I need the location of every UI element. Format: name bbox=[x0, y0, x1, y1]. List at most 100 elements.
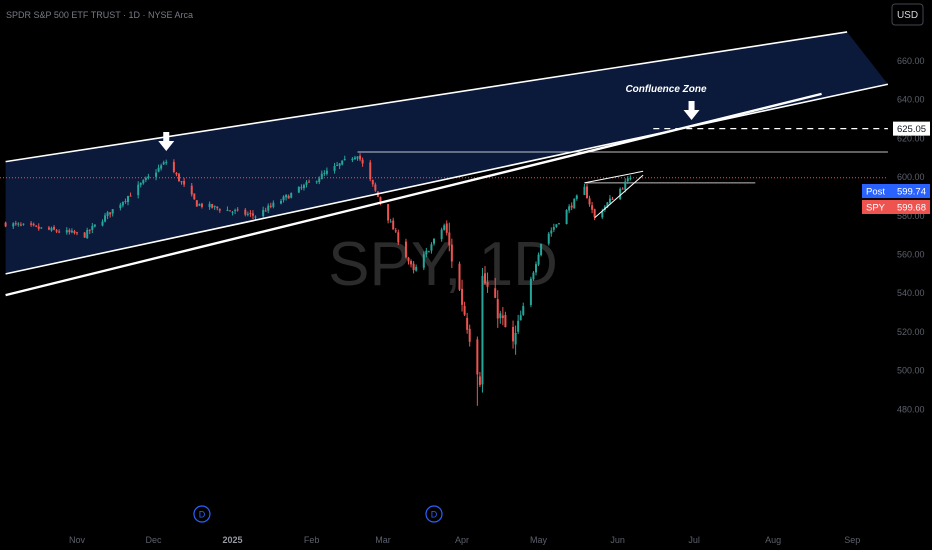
candle-body bbox=[272, 202, 275, 207]
candle-body bbox=[101, 221, 104, 226]
candle-body bbox=[88, 229, 91, 231]
channel-lower-line bbox=[5, 83, 888, 275]
candle-body bbox=[478, 376, 481, 385]
long-term-trendline bbox=[5, 92, 822, 297]
down-arrow-icon bbox=[158, 131, 175, 151]
candle-body bbox=[601, 211, 604, 218]
candle-body bbox=[557, 223, 560, 225]
currency-button[interactable]: USD bbox=[891, 3, 924, 26]
candle-body bbox=[104, 215, 107, 222]
candle-body bbox=[229, 210, 231, 212]
y-tick-label: 640.00 bbox=[897, 95, 925, 105]
candle-body bbox=[407, 257, 410, 262]
candle-body bbox=[412, 263, 415, 271]
candle-body bbox=[200, 203, 203, 207]
candle-body bbox=[351, 158, 354, 161]
candle-body bbox=[336, 164, 339, 166]
candle-body bbox=[410, 261, 413, 265]
candle-body bbox=[415, 266, 418, 271]
x-tick-label: Jul bbox=[688, 535, 700, 545]
candle-body bbox=[484, 273, 486, 284]
candle-body bbox=[47, 227, 50, 230]
candle-body bbox=[588, 198, 591, 205]
candle-body bbox=[172, 161, 175, 172]
candle-body bbox=[586, 186, 588, 199]
candle-body bbox=[318, 178, 321, 182]
candle-body bbox=[287, 195, 290, 199]
candle-body bbox=[463, 305, 466, 315]
candle-body bbox=[119, 204, 122, 208]
candle-body bbox=[361, 159, 364, 164]
candle-body bbox=[254, 216, 257, 218]
candle-body bbox=[356, 156, 359, 159]
candle-body bbox=[180, 181, 183, 183]
candle-body bbox=[297, 186, 300, 193]
candle-body bbox=[619, 188, 622, 200]
svg-text:599.74: 599.74 bbox=[897, 187, 926, 198]
candle-body bbox=[445, 223, 448, 233]
candle-body bbox=[392, 220, 395, 230]
candle-body bbox=[195, 200, 198, 207]
candle-body bbox=[374, 184, 377, 191]
candle-body bbox=[535, 264, 537, 273]
dividend-marker[interactable]: D bbox=[193, 505, 211, 523]
y-tick-label: 660.00 bbox=[897, 56, 925, 66]
candle-body bbox=[160, 165, 163, 169]
candle-body bbox=[121, 202, 124, 206]
candle-body bbox=[433, 238, 435, 244]
candle-body bbox=[213, 205, 216, 207]
candle-body bbox=[550, 230, 553, 234]
candle-body bbox=[162, 162, 165, 165]
candle-body bbox=[70, 230, 73, 233]
candle-body bbox=[208, 203, 211, 208]
y-tick-label: 580.00 bbox=[897, 211, 925, 221]
candle-body bbox=[22, 223, 25, 225]
candle-body bbox=[264, 210, 267, 212]
candle-body bbox=[14, 223, 17, 225]
candle-body bbox=[629, 177, 632, 179]
candle-body bbox=[147, 176, 150, 179]
candle-body bbox=[387, 204, 390, 221]
candle-body bbox=[486, 281, 489, 287]
currency-label: USD bbox=[897, 10, 918, 21]
candle-body bbox=[494, 288, 497, 298]
candle-body bbox=[55, 230, 58, 232]
x-tick-label: Jun bbox=[610, 535, 625, 545]
post-price-tag: Post 599.74 bbox=[862, 184, 930, 198]
last-price-tag: SPY 599.68 bbox=[862, 200, 930, 214]
candle-body bbox=[142, 180, 145, 184]
candle-body bbox=[466, 317, 469, 330]
candle-body bbox=[300, 187, 303, 189]
x-tick-label: Sep bbox=[844, 535, 860, 545]
svg-text:625.05: 625.05 bbox=[897, 124, 926, 135]
candle-body bbox=[499, 313, 502, 319]
wedge-lower-line bbox=[594, 174, 644, 219]
candle-body bbox=[323, 172, 326, 174]
candle-body bbox=[343, 159, 346, 161]
candle-body bbox=[537, 254, 540, 265]
candle-body bbox=[83, 232, 86, 238]
candle-body bbox=[73, 231, 76, 234]
candle-body bbox=[496, 299, 499, 319]
candle-body bbox=[262, 209, 265, 217]
candle-body bbox=[86, 229, 89, 239]
candle-body bbox=[555, 224, 558, 227]
candle-body bbox=[461, 288, 464, 305]
confluence-zone-label: Confluence Zone bbox=[625, 84, 707, 95]
candle-body bbox=[458, 263, 461, 290]
candle-body bbox=[76, 232, 78, 234]
candle-body bbox=[320, 173, 323, 180]
candle-body bbox=[440, 229, 443, 240]
dividend-marker[interactable]: D bbox=[425, 505, 443, 523]
candle-body bbox=[35, 225, 38, 227]
candle-body bbox=[226, 209, 229, 211]
candle-body bbox=[450, 244, 453, 262]
candle-body bbox=[448, 232, 451, 246]
candle-body bbox=[129, 195, 132, 197]
candle-body bbox=[244, 209, 247, 215]
x-tick-label: 2025 bbox=[223, 535, 243, 545]
x-tick-label: Mar bbox=[375, 535, 391, 545]
channel-upper-line bbox=[5, 31, 848, 163]
y-tick-label: 600.00 bbox=[897, 172, 925, 182]
candle-body bbox=[575, 195, 578, 199]
